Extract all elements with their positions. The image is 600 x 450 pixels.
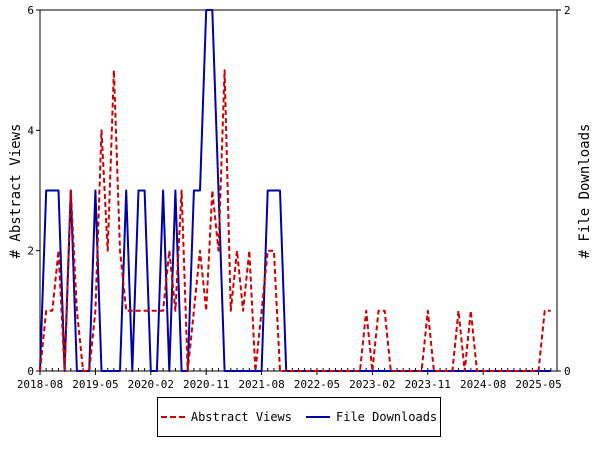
x-tick-label: 2024-08 bbox=[460, 378, 506, 391]
y2-tick-label: 2 bbox=[564, 4, 571, 17]
x-tick-label: 2021-08 bbox=[238, 378, 284, 391]
y-tick-label: 4 bbox=[27, 124, 34, 137]
y-tick-label: 2 bbox=[27, 245, 34, 258]
legend-item-downloads: File Downloads bbox=[306, 410, 437, 424]
x-tick-label: 2020-02 bbox=[128, 378, 174, 391]
series-line-file-downloads bbox=[39, 9, 551, 372]
x-tick-label: 2020-11 bbox=[183, 378, 229, 391]
plot-frame bbox=[39, 9, 558, 372]
legend-label-views: Abstract Views bbox=[190, 410, 292, 424]
series-line-abstract-views bbox=[39, 69, 551, 372]
y-axis-title: # Abstract Views bbox=[8, 124, 24, 259]
x-tick-label: 2022-05 bbox=[294, 378, 340, 391]
y2-axis-title: # File Downloads bbox=[577, 124, 593, 259]
legend-swatch-downloads bbox=[306, 416, 330, 418]
x-tick-label: 2023-11 bbox=[405, 378, 451, 391]
y2-tick-label: 0 bbox=[564, 365, 571, 378]
legend: Abstract Views File Downloads bbox=[157, 397, 441, 437]
x-tick-label: 2018-08 bbox=[17, 378, 63, 391]
legend-item-views: Abstract Views bbox=[160, 410, 292, 424]
y-tick-label: 0 bbox=[27, 365, 34, 378]
y-tick-label: 6 bbox=[27, 4, 34, 17]
x-tick-label: 2023-02 bbox=[349, 378, 395, 391]
legend-swatch-views bbox=[160, 416, 185, 418]
x-tick-label: 2025-05 bbox=[515, 378, 561, 391]
legend-label-downloads: File Downloads bbox=[336, 410, 438, 424]
x-tick-label: 2019-05 bbox=[72, 378, 118, 391]
plot-area: 2018-08 2019-05 2020-02 2020-11 2021-08 2022-… bbox=[17, 4, 571, 391]
